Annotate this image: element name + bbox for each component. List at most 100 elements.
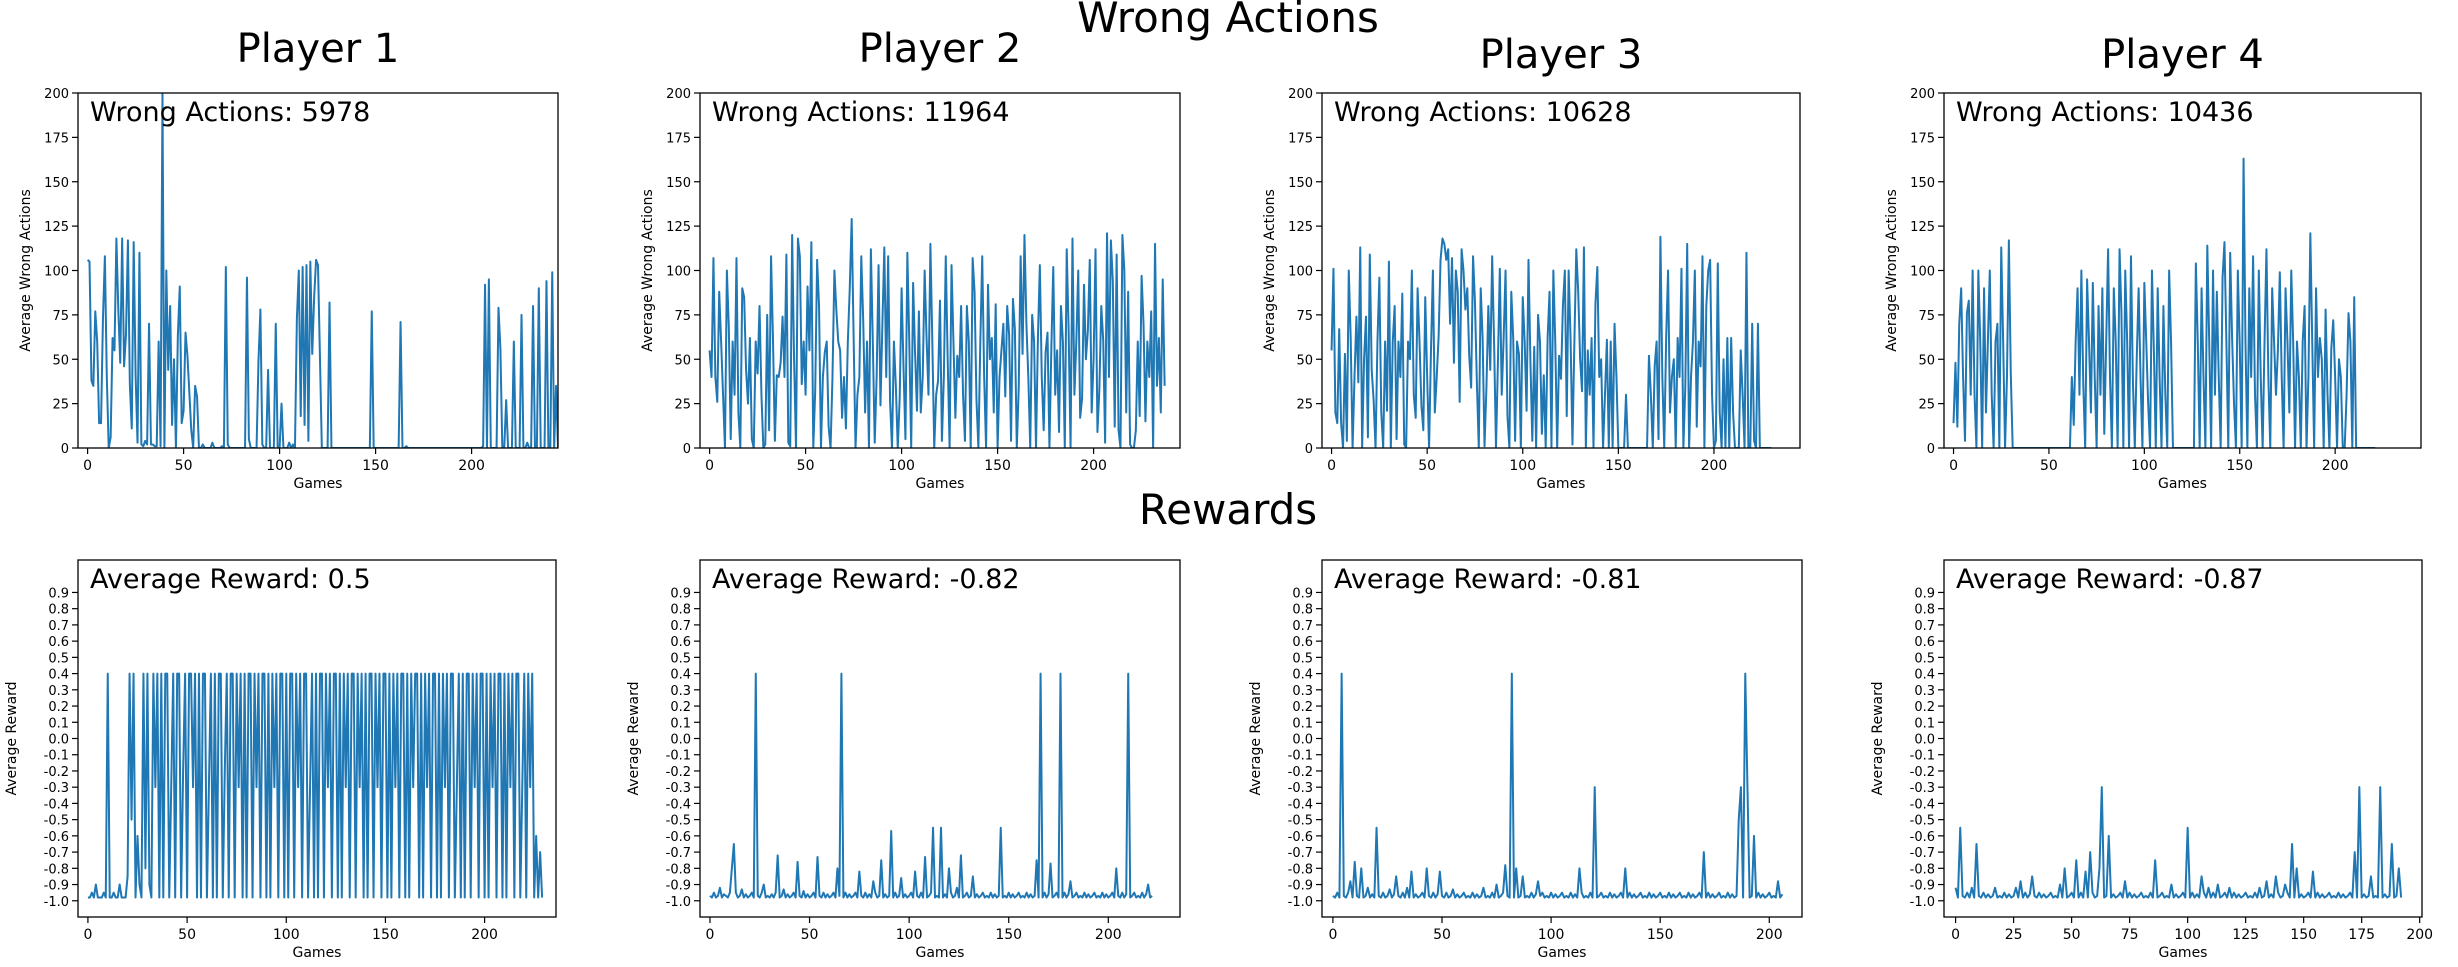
row-title-wrong-actions: Wrong Actions	[1077, 0, 1379, 42]
x-tick-label: 0	[1949, 458, 1958, 474]
data-series-line	[1330, 235, 1772, 448]
data-series-line	[708, 218, 1166, 448]
y-tick-label: 0.4	[48, 668, 69, 683]
y-tick-label: -0.7	[1910, 846, 1935, 861]
y-tick-label: -0.5	[1288, 814, 1313, 829]
x-tick-label: 0	[705, 458, 714, 474]
stat-annotation: Wrong Actions: 10436	[1956, 97, 2254, 128]
y-axis-label: Average Reward	[1248, 681, 1264, 795]
x-tick-label: 50	[2040, 458, 2058, 474]
y-axis-label: Average Reward	[4, 681, 20, 795]
x-tick-label: 200	[2406, 927, 2433, 943]
y-tick-label: 50	[674, 353, 691, 368]
y-tick-label: -0.8	[44, 862, 69, 877]
y-tick-label: -0.4	[666, 797, 691, 812]
y-tick-label: 0.7	[48, 619, 69, 634]
y-tick-label: 150	[666, 176, 691, 191]
x-tick-label: 200	[458, 458, 485, 474]
y-tick-label: 150	[44, 176, 69, 191]
x-tick-label: 100	[266, 458, 293, 474]
stat-annotation: Wrong Actions: 5978	[90, 97, 370, 128]
y-tick-label: -0.1	[1288, 749, 1313, 764]
y-tick-label: -0.6	[44, 830, 69, 845]
y-axis-label: Average Wrong Actions	[1262, 189, 1278, 352]
y-tick-label: 0	[1927, 442, 1935, 457]
stat-annotation: Wrong Actions: 11964	[712, 97, 1010, 128]
y-tick-label: 0.9	[1292, 586, 1313, 601]
y-tick-label: 25	[674, 398, 691, 413]
x-tick-label: 200	[1756, 927, 1783, 943]
y-tick-label: -0.9	[44, 879, 69, 894]
y-tick-label: 125	[1288, 220, 1313, 235]
y-tick-label: 50	[1918, 353, 1935, 368]
row-title-rewards: Rewards	[1139, 485, 1317, 534]
axes-frame	[1321, 559, 1803, 918]
x-axis-label: Games	[2159, 945, 2208, 961]
data-series-line	[1954, 786, 2403, 899]
y-tick-label: 125	[1910, 220, 1935, 235]
y-tick-label: 200	[44, 87, 69, 102]
y-axis-label: Average Wrong Actions	[1884, 189, 1900, 352]
stat-annotation: Average Reward: -0.81	[1334, 564, 1642, 595]
y-tick-label: 25	[1918, 398, 1935, 413]
y-tick-label: 0.2	[1914, 700, 1935, 715]
y-tick-label: 0.6	[1914, 635, 1935, 650]
chart-panel-4: Player 4 0 25 50 75 100 125 150 175 200 0 50 100 150 2…	[1884, 32, 2422, 492]
x-tick-label: 175	[2348, 927, 2375, 943]
y-tick-label: 0.0	[48, 733, 69, 748]
y-tick-label: -0.4	[44, 797, 69, 812]
y-tick-label: 150	[1910, 176, 1935, 191]
axes-frame	[1943, 559, 2423, 918]
panel-title: Player 3	[1480, 32, 1643, 78]
y-tick-label: 0.4	[1292, 668, 1313, 683]
chart-panel-5: -1.0-0.9 -0.8-0.7-0.6-0.5 -0.4-0.3-0.2-0.1…	[4, 559, 557, 961]
y-tick-label: 200	[1910, 87, 1935, 102]
y-tick-label: 0	[1305, 442, 1313, 457]
chart-panel-6: -1.0-0.9 -0.8-0.7-0.6-0.5 -0.4-0.3-0.2-0.1…	[626, 559, 1181, 961]
y-tick-label: -0.9	[666, 879, 691, 894]
y-tick-label: 0.3	[48, 684, 69, 699]
x-tick-label: 200	[1701, 458, 1728, 474]
chart-panel-2: Player 2 0 25 50 75 100 125 150 175 200 0 50 100 150 2…	[640, 26, 1181, 492]
y-tick-label: -1.0	[666, 895, 691, 910]
chart-panel-8: -1.0-0.9 -0.8-0.7-0.6-0.5 -0.4-0.3-0.2-0.1…	[1870, 559, 2433, 961]
y-tick-label: 25	[52, 398, 69, 413]
x-tick-label: 150	[372, 927, 399, 943]
y-tick-label: -1.0	[1910, 895, 1935, 910]
x-axis-label: Games	[1538, 945, 1587, 961]
y-tick-label: -0.1	[44, 749, 69, 764]
x-tick-label: 50	[175, 458, 193, 474]
y-tick-label: -0.2	[666, 765, 691, 780]
y-tick-label: 0.8	[1292, 603, 1313, 618]
x-tick-label: 50	[1433, 927, 1451, 943]
y-tick-label: -0.8	[1288, 862, 1313, 877]
x-tick-label: 100	[888, 458, 915, 474]
y-tick-label: -0.6	[1288, 830, 1313, 845]
x-tick-label: 100	[2131, 458, 2158, 474]
x-tick-label: 0	[1951, 927, 1960, 943]
x-tick-label: 150	[995, 927, 1022, 943]
panel-title: Player 4	[2101, 32, 2264, 78]
x-axis-label: Games	[916, 476, 965, 492]
y-tick-label: 0.0	[670, 733, 691, 748]
plot-grid: Player 1 0 25 50 75 100 125 150 175 200 0 50 100 150 2…	[4, 26, 2433, 961]
y-tick-label: -1.0	[1288, 895, 1313, 910]
data-series-line	[709, 672, 1153, 899]
y-tick-label: -0.8	[666, 862, 691, 877]
y-tick-label: 125	[44, 220, 69, 235]
y-tick-label: -0.1	[1910, 749, 1935, 764]
y-tick-label: -0.5	[666, 814, 691, 829]
x-tick-label: 0	[1328, 927, 1337, 943]
y-tick-label: 0.7	[670, 619, 691, 634]
x-tick-label: 100	[896, 927, 923, 943]
stat-annotation: Wrong Actions: 10628	[1334, 97, 1632, 128]
y-tick-label: 175	[44, 131, 69, 146]
x-tick-label: 0	[705, 927, 714, 943]
y-tick-label: 200	[1288, 87, 1313, 102]
y-tick-label: 0.3	[1914, 684, 1935, 699]
x-tick-label: 150	[2290, 927, 2317, 943]
y-tick-label: -0.9	[1910, 879, 1935, 894]
y-axis-label: Average Wrong Actions	[18, 189, 34, 352]
x-tick-label: 150	[1647, 927, 1674, 943]
x-tick-label: 150	[362, 458, 389, 474]
